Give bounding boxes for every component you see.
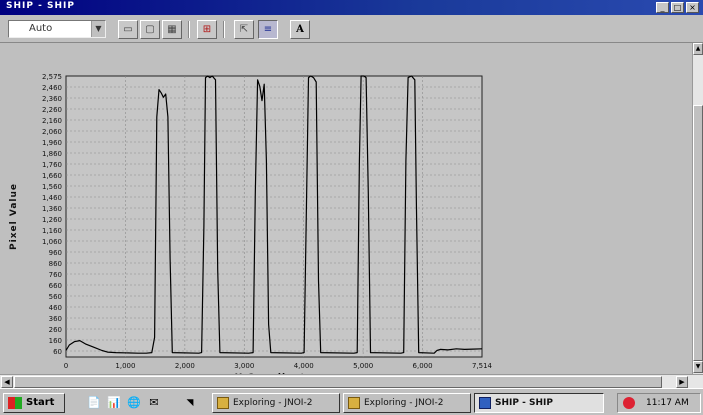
show-desktop-icon[interactable]: ◥ [186, 398, 194, 408]
export-icon[interactable]: ⇱ [234, 20, 254, 39]
x-tick-label: 1,000 [115, 362, 135, 370]
toolbar-separator [223, 21, 225, 38]
clock-time: 11:17 AM [646, 398, 689, 408]
task-exploring-1[interactable]: Exploring - JNOI-2 [212, 393, 340, 413]
y-tick-label: 460 [49, 304, 62, 312]
y-tick-label: 1,060 [42, 238, 62, 246]
y-tick-label: 560 [49, 293, 62, 301]
horizontal-scroll-thumb[interactable] [14, 376, 662, 388]
task-label: Exploring - JNOI-2 [364, 398, 444, 408]
y-tick-label: 2,460 [42, 84, 62, 92]
minimize-button[interactable]: _ [656, 2, 669, 13]
task-label: Exploring - JNOI-2 [233, 398, 313, 408]
zoom-select[interactable]: Auto ▼ [8, 20, 106, 38]
y-tick-label: 1,660 [42, 172, 62, 180]
grid-icon[interactable]: ⊞ [197, 20, 217, 39]
vertical-scroll-thumb[interactable] [693, 105, 703, 361]
windows-logo-icon [8, 397, 22, 409]
chart-icon[interactable]: ≡ [258, 20, 278, 39]
view-icon[interactable]: ▭ [118, 20, 138, 39]
x-tick-label: 2,000 [175, 362, 195, 370]
spreadsheet-icon[interactable]: 📊 [107, 396, 121, 409]
task-label: SHIP - SHIP [495, 398, 553, 408]
task-ship[interactable]: SHIP - SHIP [474, 393, 604, 413]
y-tick-label: 1,260 [42, 216, 62, 224]
taskbar: Start 📄 📊 🌐 ✉ ◥ Exploring - JNOI-2 Explo… [0, 388, 703, 415]
window-title-bar: SHIP - SHIP _ □ × [0, 0, 703, 15]
series-line [65, 75, 483, 354]
y-tick-label: 1,560 [42, 183, 62, 191]
document-icon[interactable]: 📄 [87, 396, 101, 409]
y-tick-label: 2,260 [42, 106, 62, 114]
y-tick-label: 2,160 [42, 117, 62, 125]
print-icon[interactable]: ▦ [162, 20, 182, 39]
y-axis-label: Pixel Value [9, 183, 19, 250]
y-tick-label: 1,760 [42, 161, 62, 169]
zoom-value: Auto [29, 23, 53, 34]
system-clock[interactable]: 11:17 AM [617, 393, 701, 413]
y-tick-label: 1,360 [42, 205, 62, 213]
y-tick-label: 2,575 [42, 73, 62, 81]
y-tick-label: 860 [49, 260, 62, 268]
scroll-left-icon[interactable]: ◀ [1, 376, 13, 388]
x-tick-label: 6,000 [413, 362, 433, 370]
x-tick-label: 5,000 [353, 362, 373, 370]
toolbar: Auto ▼ ▭ ▢ ▦ ⊞ ⇱ ≡ A [0, 15, 703, 43]
chart-workspace: 2,575 2,460 2,360 2,260 2,160 2,060 1,960 1,860… [0, 43, 692, 383]
y-tick-label: 60 [53, 348, 62, 356]
x-tick-label: 3,000 [234, 362, 254, 370]
chevron-down-icon[interactable]: ▼ [91, 21, 105, 37]
text-icon[interactable]: A [290, 20, 310, 39]
maximize-button[interactable]: □ [671, 2, 684, 13]
start-label: Start [26, 397, 55, 408]
folder-icon [348, 397, 360, 409]
window-title: SHIP - SHIP [6, 1, 75, 11]
y-tick-label: 1,860 [42, 150, 62, 158]
y-tick-label: 1,160 [42, 227, 62, 235]
y-tick-label: 1,960 [42, 139, 62, 147]
y-tick-label: 360 [49, 315, 62, 323]
mail-icon[interactable]: ✉ [149, 396, 159, 409]
folder-icon [217, 397, 229, 409]
scroll-down-icon[interactable]: ▼ [693, 361, 703, 373]
vertical-scrollbar[interactable]: ▲ ▼ [692, 43, 703, 374]
y-tick-label: 1,460 [42, 194, 62, 202]
scroll-right-icon[interactable]: ▶ [676, 376, 688, 388]
browser-icon[interactable]: 🌐 [127, 396, 141, 409]
y-tick-label: 260 [49, 326, 62, 334]
x-tick-label: 0 [64, 362, 68, 370]
y-tick-label: 2,060 [42, 128, 62, 136]
copy-icon[interactable]: ▢ [140, 20, 160, 39]
window-controls: _ □ × [656, 2, 699, 13]
horizontal-scrollbar[interactable]: ◀ ▶ [0, 374, 703, 388]
start-button[interactable]: Start [3, 393, 65, 413]
x-tick-label: 7,514 [472, 362, 493, 370]
task-exploring-2[interactable]: Exploring - JNOI-2 [343, 393, 471, 413]
y-tick-label: 660 [49, 282, 62, 290]
y-tick-label: 2,360 [42, 95, 62, 103]
app-icon [479, 397, 491, 409]
y-tick-label: 160 [49, 337, 62, 345]
y-tick-label: 760 [49, 271, 62, 279]
tray-status-icon [623, 397, 635, 409]
close-button[interactable]: × [686, 2, 699, 13]
x-tick-label: 4,000 [294, 362, 314, 370]
line-profile-chart: 2,575 2,460 2,360 2,260 2,160 2,060 1,960 1,860… [9, 73, 493, 383]
y-tick-label: 960 [49, 249, 62, 257]
plot-area [65, 75, 483, 358]
scroll-up-icon[interactable]: ▲ [693, 43, 703, 55]
toolbar-separator [188, 21, 190, 38]
